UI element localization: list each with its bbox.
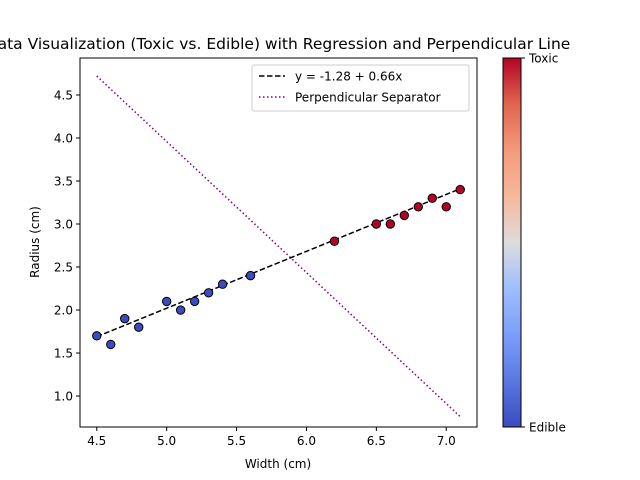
toxic-point — [385, 219, 396, 229]
toxic-point — [399, 210, 410, 221]
legend-perpendicular-label: Perpendicular Separator — [295, 91, 441, 105]
y-axis: 1.0 1.5 2.0 2.5 3.0 3.5 4.0 4.5 — [54, 88, 80, 404]
colorbar-gradient — [502, 57, 522, 428]
y-tick-label: 2.5 — [54, 261, 73, 275]
toxic-point — [427, 193, 437, 203]
toxic-point — [441, 202, 451, 212]
chart-title: Data Visualization (Toxic vs. Edible) wi… — [0, 35, 570, 53]
edible-point — [134, 322, 144, 332]
colorbar-label-edible: Edible — [529, 421, 566, 435]
colorbar: Toxic Edible — [502, 52, 566, 435]
colorbar-label-toxic: Toxic — [528, 52, 558, 66]
x-tick-label: 4.5 — [87, 434, 106, 448]
y-tick-label: 3.5 — [54, 175, 73, 189]
x-tick-label: 5.0 — [157, 434, 176, 448]
y-axis-label: Radius (cm) — [28, 206, 42, 278]
toxic-point — [413, 202, 423, 212]
x-tick-label: 5.5 — [227, 434, 246, 448]
y-tick-label: 4.5 — [54, 88, 73, 102]
edible-point — [245, 270, 256, 281]
x-axis: 4.5 5.0 5.5 6.0 6.5 7.0 — [87, 427, 456, 448]
edible-point — [217, 279, 228, 289]
y-tick-label: 2.0 — [54, 304, 73, 318]
plot-area — [79, 57, 478, 428]
edible-point — [106, 339, 116, 350]
legend: y = -1.28 + 0.66x Perpendicular Separato… — [251, 64, 470, 112]
edible-point — [161, 296, 172, 307]
edible-point — [120, 313, 130, 324]
y-tick-label: 1.0 — [54, 390, 73, 404]
edible-point — [92, 331, 102, 341]
perpendicular-separator-line — [96, 75, 461, 418]
edible-point — [203, 288, 214, 298]
x-axis-label: Width (cm) — [245, 457, 311, 471]
x-tick-label: 7.0 — [437, 434, 456, 448]
y-tick-label: 1.5 — [54, 347, 73, 361]
legend-box — [251, 64, 470, 112]
regression-line — [96, 188, 461, 338]
x-tick-label: 6.5 — [367, 434, 386, 448]
y-tick-label: 3.0 — [54, 218, 73, 232]
toxic-point — [371, 219, 382, 229]
plot-frame — [79, 57, 478, 428]
edible-point — [175, 305, 186, 315]
legend-regression-label: y = -1.28 + 0.66x — [295, 70, 402, 84]
x-tick-label: 6.0 — [297, 434, 316, 448]
y-tick-label: 4.0 — [54, 131, 73, 145]
toxic-point — [455, 184, 465, 195]
toxic-point — [329, 236, 340, 246]
edible-point — [189, 296, 200, 307]
